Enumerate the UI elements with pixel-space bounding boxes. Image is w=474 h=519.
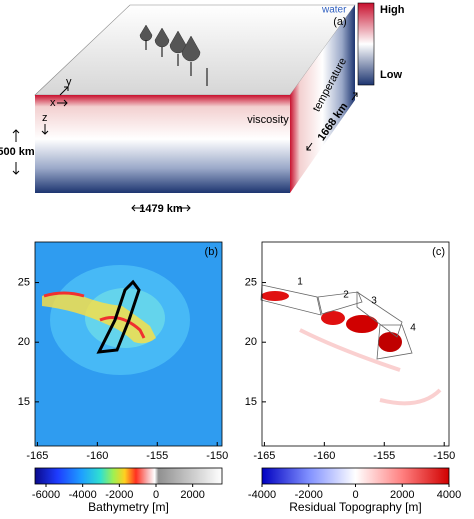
y-tick-label: 15 <box>18 396 30 408</box>
bathymetry-map <box>34 241 223 447</box>
colorbar-tick-label: -6000 <box>32 489 60 501</box>
x-tick-label: -165 <box>26 450 48 462</box>
region-label: 1 <box>297 277 303 288</box>
region-label: 3 <box>371 296 377 307</box>
colorbar-tick-label: -2000 <box>295 489 323 501</box>
y-tick-label: 20 <box>18 336 30 348</box>
panel-label: (b) <box>205 246 218 258</box>
water-label: water <box>321 5 347 16</box>
z-label: z <box>42 112 48 124</box>
colorbar-tick-label: -4000 <box>248 489 276 501</box>
colorbar <box>357 2 375 86</box>
plumes <box>139 24 201 62</box>
colorbar-tick-label: 0 <box>352 489 358 501</box>
y-tick-label: 20 <box>245 336 257 348</box>
colorbar-label: Residual Topography [m] <box>289 500 422 514</box>
width-label: 1479 km <box>139 203 183 215</box>
x-label: x <box>50 97 56 109</box>
x-tick-label: -155 <box>373 450 395 462</box>
axis-arrows <box>12 86 358 212</box>
block-front <box>35 95 290 193</box>
colorbar-tick-label: 0 <box>153 489 159 501</box>
y-label: y <box>66 76 72 88</box>
x-tick-label: -150 <box>433 450 455 462</box>
panel-label: (c) <box>432 246 445 258</box>
colorbar-label: Bathymetry [m] <box>88 500 169 514</box>
colorbar <box>34 467 223 485</box>
x-tick-label: -160 <box>313 450 335 462</box>
y-tick-label: 15 <box>245 396 257 408</box>
x-tick-label: -150 <box>206 450 228 462</box>
colorbar-tick-label: 2000 <box>390 489 414 501</box>
colorbar-tick-label: 4000 <box>437 489 461 501</box>
colorbar-tick-label: -2000 <box>105 489 133 501</box>
colorbar <box>261 467 450 485</box>
x-tick-label: -155 <box>146 450 168 462</box>
block-side <box>290 5 355 193</box>
x-tick-label: -165 <box>253 450 275 462</box>
depth-label: 500 km <box>0 146 35 158</box>
colorbar-tick-label: -4000 <box>69 489 97 501</box>
panel-label: (a) <box>333 16 346 28</box>
colorbar-low: Low <box>380 69 402 81</box>
viscosity-label: viscosity <box>247 114 289 126</box>
plume-arrows <box>145 40 208 86</box>
y-tick-label: 25 <box>18 276 30 288</box>
region-label: 2 <box>343 290 349 301</box>
x-tick-label: -160 <box>86 450 108 462</box>
residual-map <box>260 241 450 447</box>
region-label: 4 <box>410 323 416 334</box>
colorbar-high: High <box>380 4 405 16</box>
colorbar-tick-label: 2000 <box>180 489 204 501</box>
y-tick-label: 25 <box>245 276 257 288</box>
